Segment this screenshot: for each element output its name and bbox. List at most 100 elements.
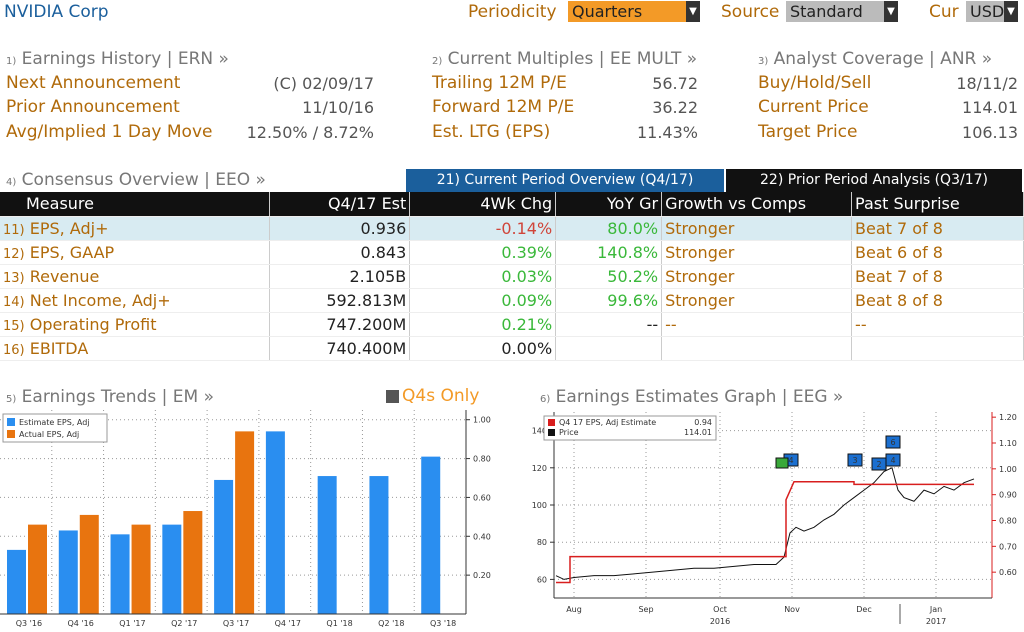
col-chg[interactable]: 4Wk Chg: [409, 192, 557, 217]
target-price-value: 106.13: [962, 123, 1018, 142]
bar: [131, 524, 151, 614]
legend-swatch: [7, 418, 15, 426]
measure-label: EBITDA: [29, 338, 89, 358]
avg-move-label: Avg/Implied 1 Day Move: [6, 122, 213, 142]
legend-swatch: [548, 429, 555, 436]
y-tick-label: 1.00: [473, 416, 491, 425]
measure-cell: 14) Net Income, Adj+: [0, 288, 271, 313]
measure-label: Revenue: [29, 266, 100, 286]
current-price-value: 114.01: [962, 98, 1018, 117]
earnings-estimates-chart[interactable]: 60 80 100 120 140 0.60 0.70 0.80 0.90 1.00 1.10 1.2…: [514, 408, 1022, 630]
next-announcement-label: Next Announcement: [6, 73, 181, 93]
y2-tick-label: 0.60: [999, 568, 1017, 577]
legend-swatch: [7, 430, 15, 438]
chg-cell: 0.39%: [409, 240, 557, 265]
col-measure[interactable]: Measure: [0, 192, 271, 217]
analyst-coverage-title[interactable]: 3) Analyst Coverage | ANR »: [758, 49, 992, 69]
col-surprise[interactable]: Past Surprise: [851, 192, 1024, 217]
table-row[interactable]: 14) Net Income, Adj+ 592.813M 0.09% 99.6…: [0, 288, 1024, 313]
measure-cell: 16) EBITDA: [0, 336, 271, 361]
table-header-row: Measure Q4/17 Est 4Wk Chg YoY Gr Growth …: [0, 192, 1024, 217]
row-number: 11): [3, 222, 25, 238]
current-multiples-title[interactable]: 2) Current Multiples | EE MULT »: [432, 49, 697, 69]
rating-badge: [885, 435, 901, 449]
earnings-history-title[interactable]: 1) Earnings History | ERN »: [6, 49, 229, 69]
table-row[interactable]: 11) EPS, Adj+ 0.936 -0.14% 80.0% Stronge…: [0, 216, 1024, 241]
legend-value: 0.94: [694, 418, 712, 427]
table-row[interactable]: 16) EBITDA 740.400M 0.00%: [0, 336, 1024, 361]
chevron-down-icon: ▼: [686, 1, 700, 22]
table-row[interactable]: 13) Revenue 2.105B 0.03% 50.2% Stronger …: [0, 264, 1024, 289]
panel-title: Analyst Coverage | ANR »: [773, 49, 993, 69]
rating-badge: [775, 457, 789, 469]
panel-number: 6): [540, 394, 551, 405]
y2-tick-label: 0.90: [999, 491, 1017, 500]
measure-label: EPS, Adj+: [29, 218, 109, 238]
earnings-trends-title[interactable]: 5) Earnings Trends | EM »: [6, 387, 214, 407]
consensus-title[interactable]: 4) Consensus Overview | EEO »: [6, 170, 266, 190]
source-value: Standard: [786, 1, 884, 22]
rating-badge-label: 4: [788, 456, 793, 465]
avg-move-value: 12.50% / 8.72%: [246, 123, 374, 142]
bar: [265, 431, 285, 614]
rating-badge-label: 6: [890, 438, 895, 447]
comps-cell: Stronger: [661, 216, 853, 241]
y-tick-label: 0.40: [473, 532, 491, 541]
currency-value: USD: [966, 1, 1004, 22]
estimates-graph-title[interactable]: 6) Earnings Estimates Graph | EEG »: [540, 387, 843, 407]
legend: [2, 413, 108, 443]
col-comps[interactable]: Growth vs Comps: [661, 192, 853, 217]
row-number: 13): [3, 270, 25, 286]
bar: [369, 476, 389, 614]
currency-dropdown[interactable]: USD ▼: [966, 1, 1018, 22]
bar: [421, 456, 441, 614]
col-yoy[interactable]: YoY Gr: [555, 192, 663, 217]
measure-cell: 12) EPS, GAAP: [0, 240, 271, 265]
comps-cell: Stronger: [661, 264, 853, 289]
surprise-cell: [851, 336, 1024, 361]
bar: [214, 479, 234, 614]
y-tick-label: 100: [532, 501, 547, 510]
earnings-trends-chart[interactable]: Q3 '16 Q4 '16 Q1 '17 Q2 '17 Q3 '17 Q4 '17 Q1 '…: [0, 408, 505, 630]
comps-cell: [661, 336, 853, 361]
x-tick-label: Q4 '17: [275, 619, 301, 628]
x-tick-label: Q3 '18: [430, 619, 456, 628]
company-name: NVIDIA Corp: [4, 2, 109, 22]
yoy-cell: 80.0%: [555, 216, 663, 241]
bar: [79, 514, 99, 614]
est-cell: 747.200M: [269, 312, 411, 337]
row-number: 15): [3, 318, 25, 334]
legend-value: 114.01: [684, 428, 712, 437]
bar: [235, 431, 255, 614]
rating-badge-label: 2: [876, 460, 881, 469]
tab-current-period[interactable]: 21) Current Period Overview (Q4/17): [406, 169, 724, 192]
chevron-down-icon: ▼: [1004, 1, 1018, 22]
x-tick-label: Q2 '17: [171, 619, 197, 628]
measure-label: EPS, GAAP: [29, 242, 115, 262]
col-est[interactable]: Q4/17 Est: [269, 192, 411, 217]
periodicity-dropdown[interactable]: Quarters ▼: [568, 1, 700, 22]
tab-prior-period[interactable]: 22) Prior Period Analysis (Q3/17): [726, 169, 1022, 192]
comps-cell: --: [661, 312, 853, 337]
y-tick-label: 60: [537, 575, 547, 584]
chg-cell: 0.00%: [409, 336, 557, 361]
est-cell: 0.843: [269, 240, 411, 265]
table-row[interactable]: 12) EPS, GAAP 0.843 0.39% 140.8% Stronge…: [0, 240, 1024, 265]
legend-label: Price: [559, 428, 579, 437]
measure-label: Operating Profit: [29, 314, 157, 334]
panel-number: 5): [6, 394, 17, 405]
chg-cell: 0.09%: [409, 288, 557, 313]
x-tick-label: Q2 '18: [378, 619, 404, 628]
source-dropdown[interactable]: Standard ▼: [786, 1, 898, 22]
est-cell: 0.936: [269, 216, 411, 241]
chg-cell: 0.03%: [409, 264, 557, 289]
x-tick-label: Q1 '17: [119, 619, 145, 628]
x-tick-label: Q1 '18: [326, 619, 352, 628]
legend-label: Actual EPS, Adj: [19, 430, 79, 439]
surprise-cell: Beat 8 of 8: [851, 288, 1024, 313]
table-row[interactable]: 15) Operating Profit 747.200M 0.21% -- -…: [0, 312, 1024, 337]
yoy-cell: 50.2%: [555, 264, 663, 289]
bar: [183, 511, 203, 614]
q4s-only-toggle[interactable]: Q4s Only: [386, 386, 479, 406]
y2-tick-label: 0.70: [999, 542, 1017, 551]
